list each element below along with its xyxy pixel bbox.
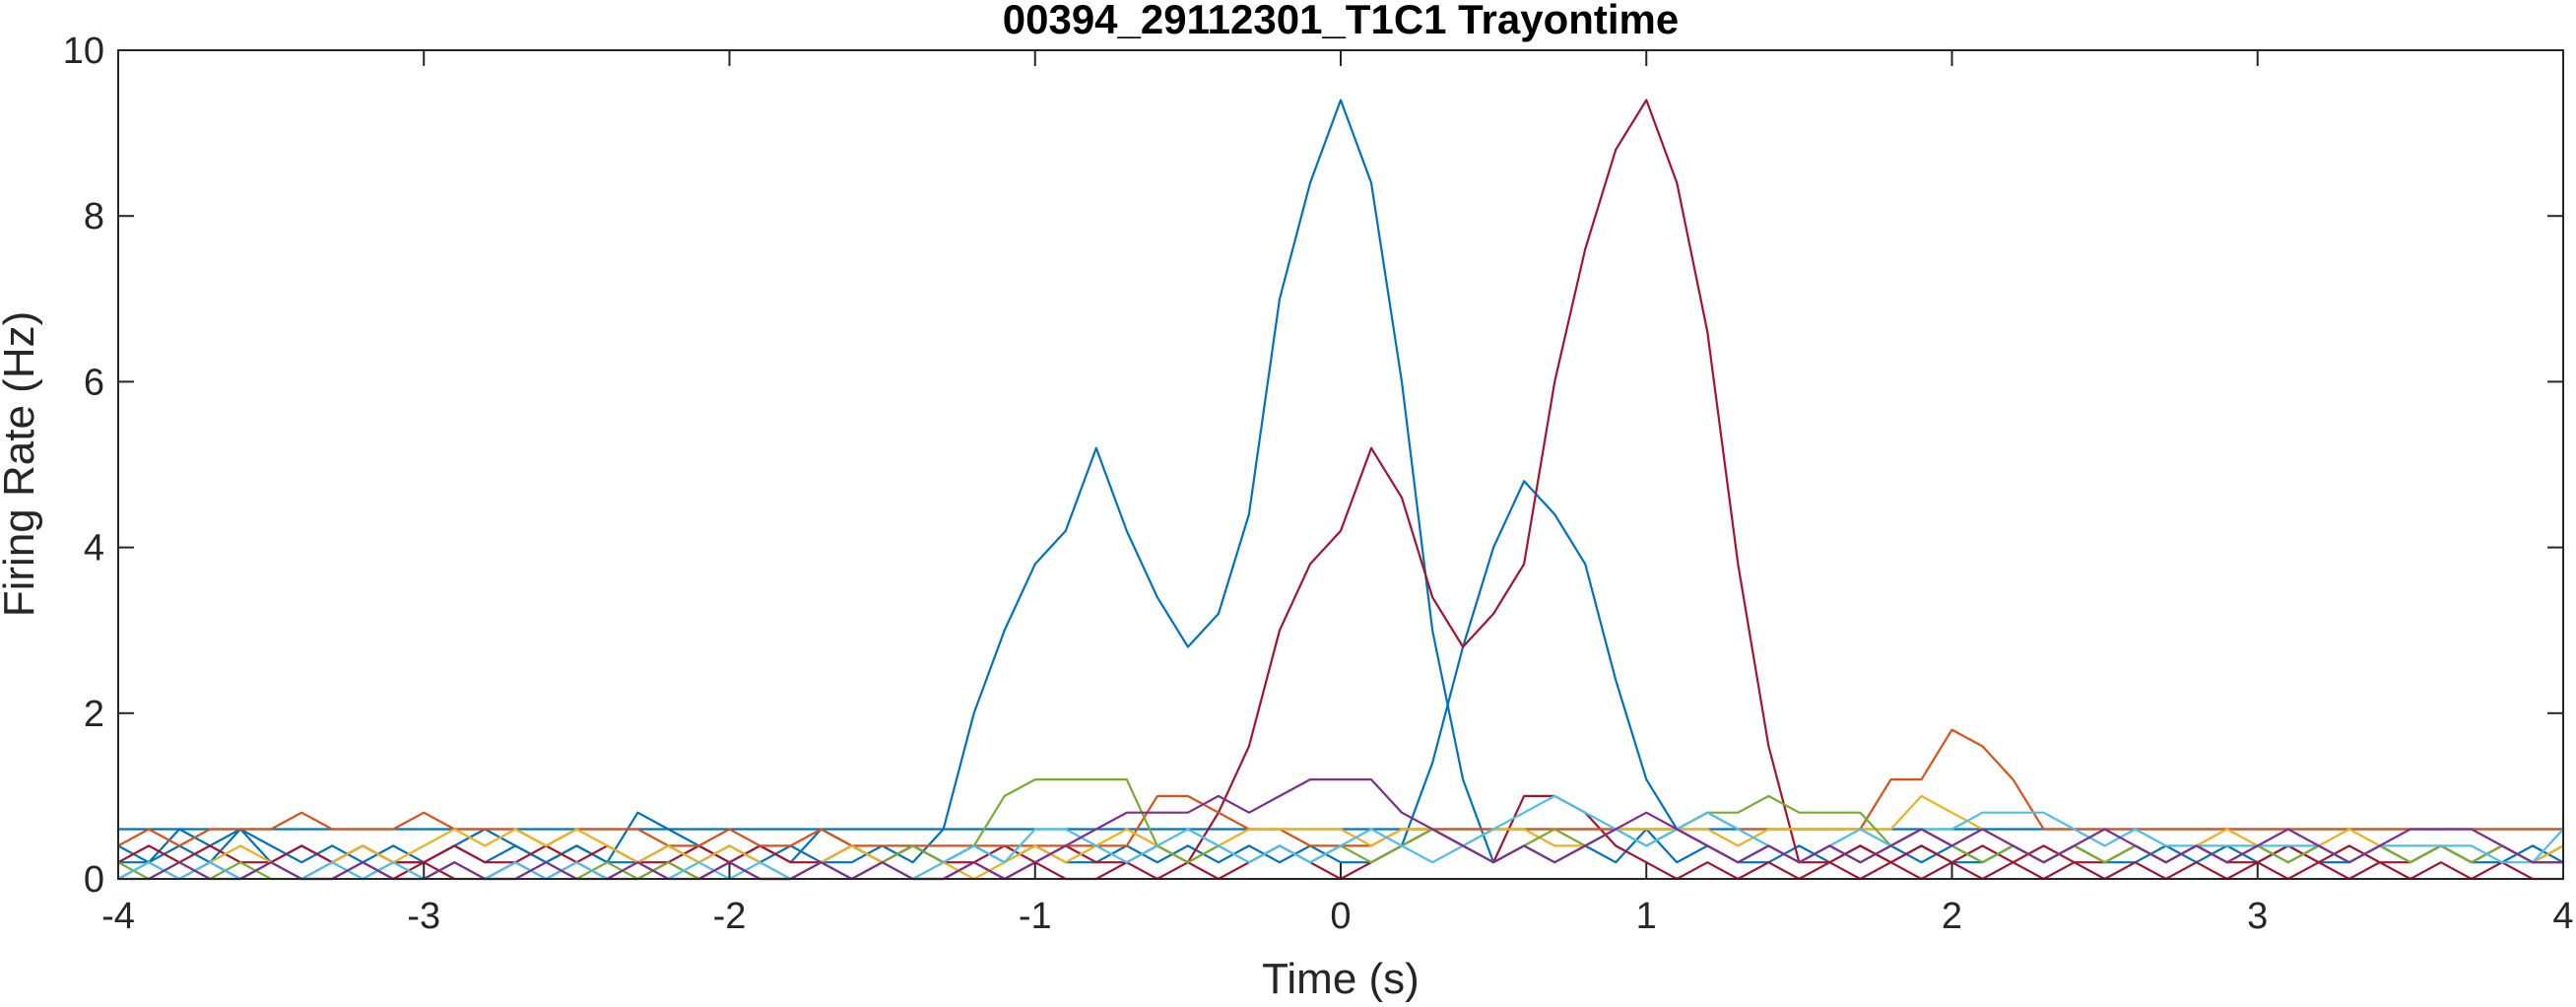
y-tick-label: 6 <box>84 362 104 403</box>
y-tick-label: 8 <box>84 196 104 237</box>
x-axis-label: Time (s) <box>1262 955 1420 1003</box>
series-line-10 <box>118 777 2563 881</box>
x-tick-label: 4 <box>2552 896 2573 937</box>
y-tick-label: 4 <box>84 528 104 570</box>
x-tick-label: -1 <box>1019 896 1052 937</box>
x-tick-label: 3 <box>2247 896 2268 937</box>
chart-title: 00394_29112301_T1C1 Trayontime <box>1003 0 1680 42</box>
x-tick-label: 1 <box>1636 896 1657 937</box>
y-tick-label: 2 <box>84 694 104 735</box>
x-tick-label: -4 <box>101 896 135 937</box>
y-tick-label: 10 <box>63 31 104 72</box>
x-tick-label: 0 <box>1330 896 1351 937</box>
x-tick-label: -3 <box>407 896 440 937</box>
y-tick-label: 0 <box>84 859 104 901</box>
tick-layer: -4 -3 -2 -1 0 1 2 3 4 0 2 4 6 8 10 <box>63 31 2574 937</box>
y-axis-label: Firing Rate (Hz) <box>0 311 43 618</box>
x-tick-label: 2 <box>1942 896 1962 937</box>
series-line-9 <box>117 794 2564 881</box>
x-tick-label: -2 <box>713 896 747 937</box>
